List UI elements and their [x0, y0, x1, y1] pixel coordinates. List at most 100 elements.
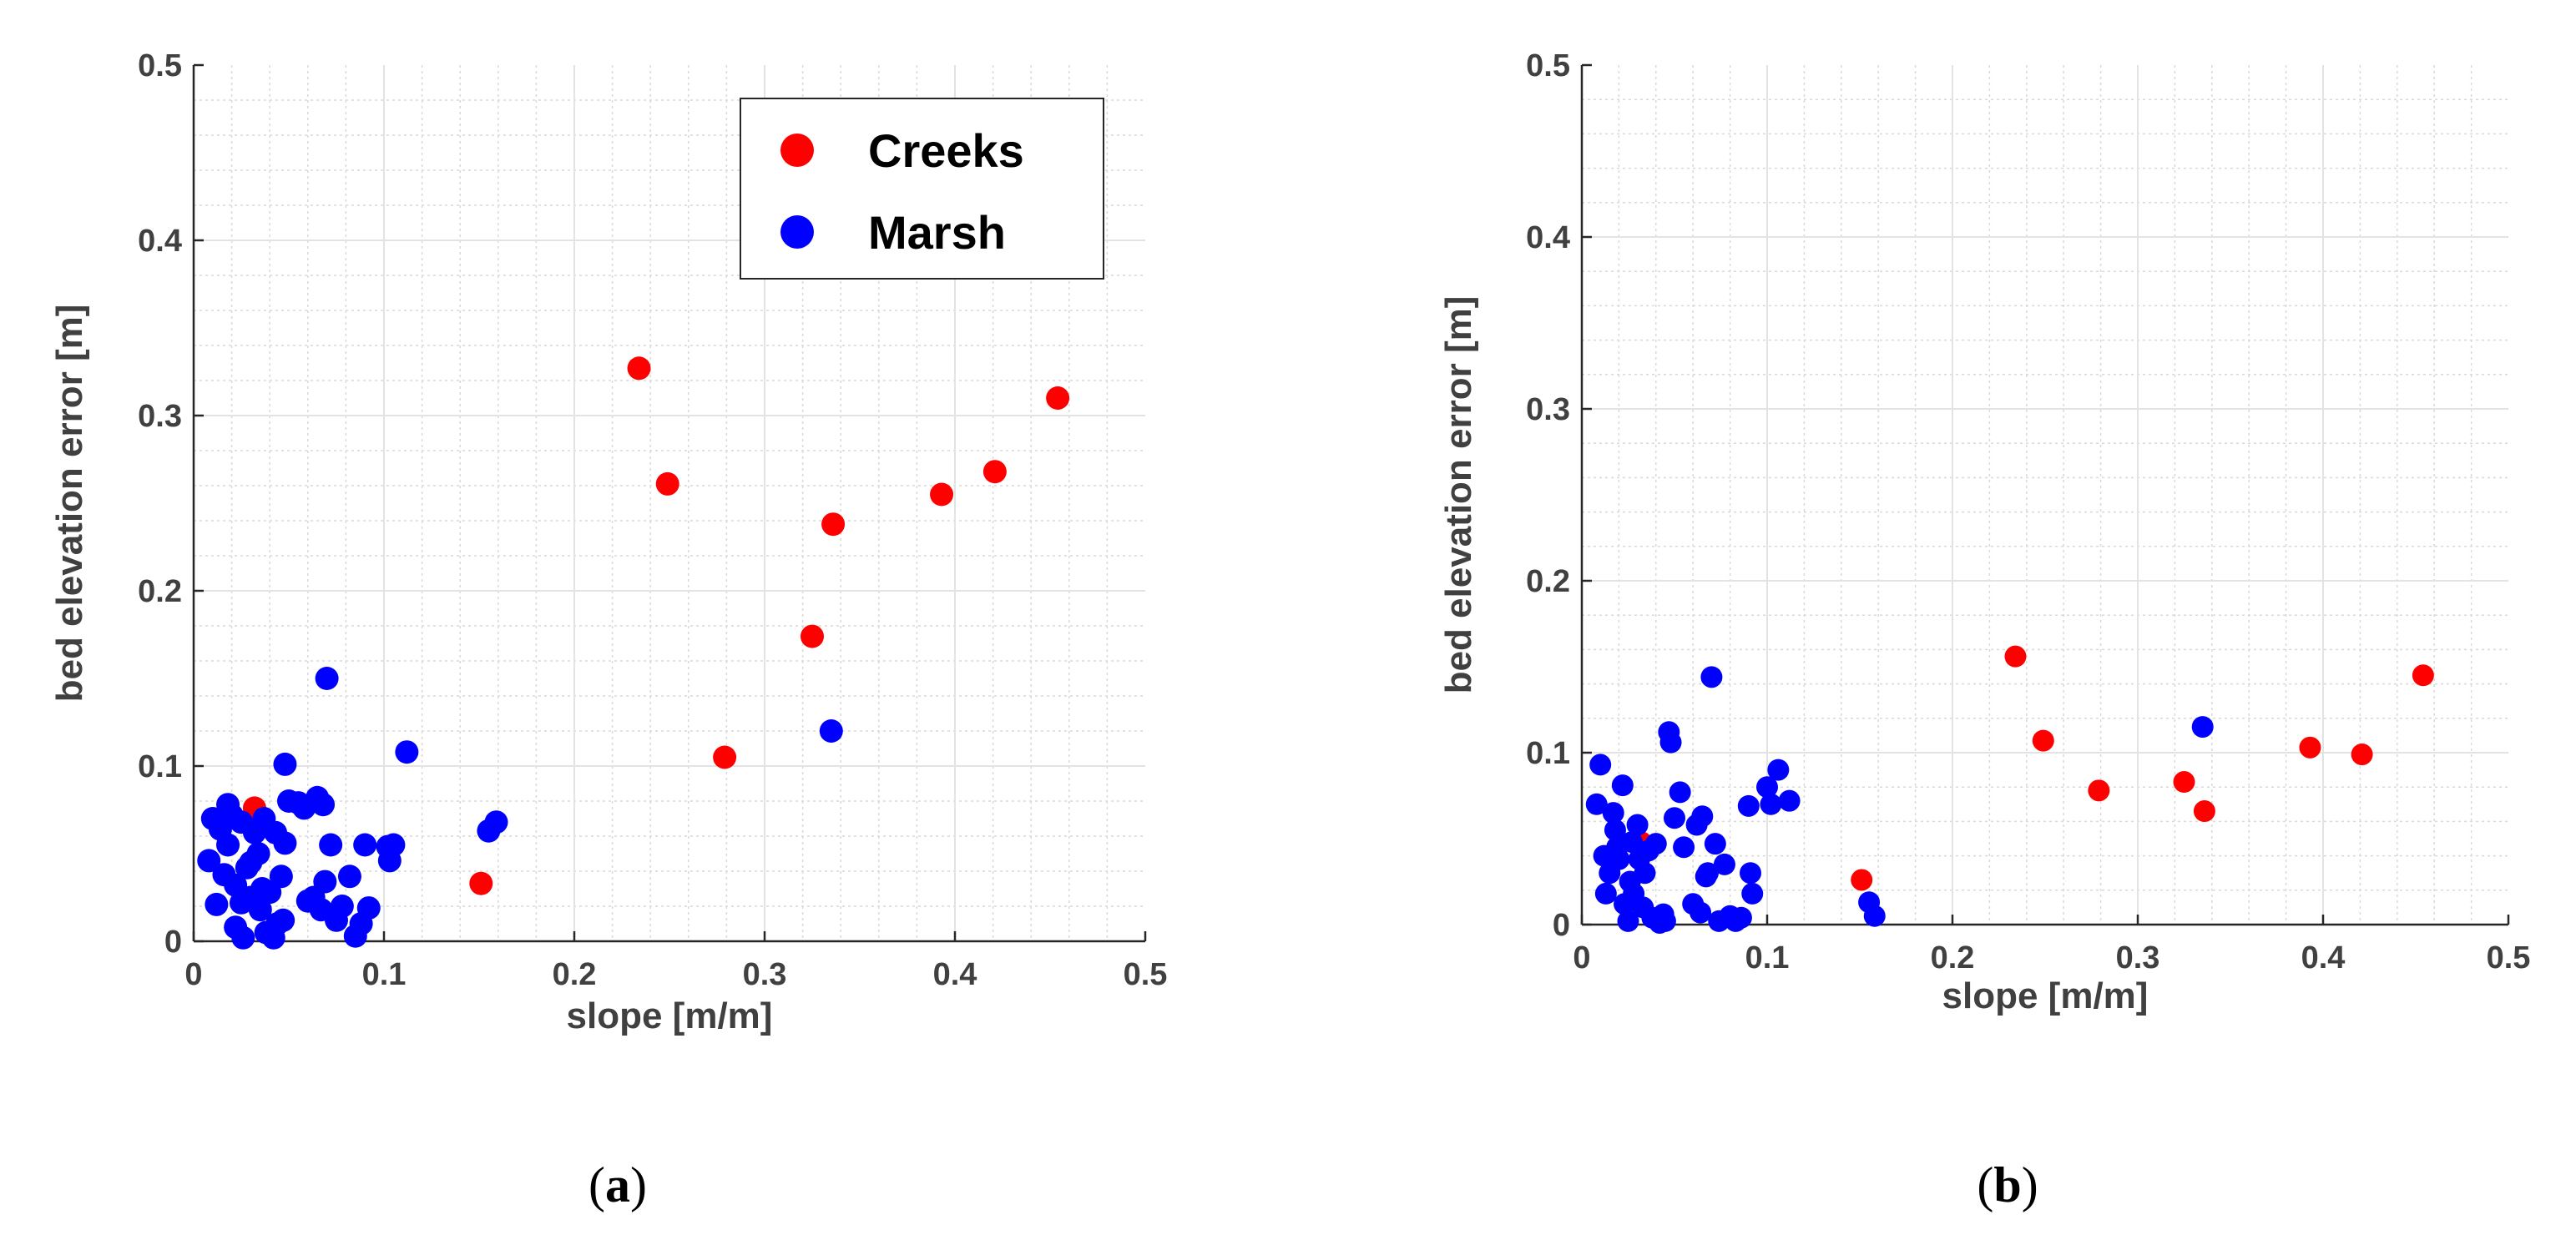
- point-marsh-b: [1756, 776, 1778, 799]
- points-a: [197, 356, 1070, 950]
- point-marsh-a: [216, 833, 240, 857]
- y-tick-label: 0.3: [138, 399, 182, 434]
- y-axis-title-b: bed elevation error [m]: [1438, 296, 1479, 694]
- point-marsh-b: [1664, 807, 1685, 829]
- point-marsh-b: [2191, 716, 2214, 738]
- point-marsh-b: [1690, 901, 1712, 924]
- legend-marker-creeks: [780, 134, 814, 167]
- point-creeks-b: [2412, 664, 2434, 687]
- point-marsh-b: [1602, 802, 1624, 824]
- x-tick-label: 0.2: [553, 957, 597, 992]
- x-tick-label: 0.5: [1124, 957, 1168, 992]
- point-marsh-b: [1620, 831, 1643, 854]
- panel-a: 0 0.1 0.2 0.3 0.4 0.5 0 0.1 0.2 0.3 0.4 0.5 slope …: [49, 48, 1167, 1212]
- point-creeks-a: [801, 624, 824, 648]
- point-marsh-b: [1626, 814, 1649, 836]
- y-tick-label: 0: [164, 925, 182, 960]
- y-tick-labels-b: 0 0.1 0.2 0.3 0.4 0.5: [1526, 48, 1570, 943]
- point-marsh-a: [271, 908, 295, 932]
- point-marsh-a: [484, 810, 508, 834]
- point-marsh-b: [1634, 862, 1656, 885]
- point-marsh-b: [1654, 910, 1676, 932]
- panel-b: 0 0.1 0.2 0.3 0.4 0.5 0 0.1 0.2 0.3 0.4 0.5 slope …: [1438, 48, 2530, 1212]
- caption-close-b: ): [2022, 1157, 2038, 1212]
- caption-open-a: (: [588, 1157, 605, 1212]
- point-marsh-a: [273, 752, 297, 776]
- point-marsh-a: [311, 793, 336, 817]
- point-marsh-b: [1604, 819, 1626, 841]
- point-marsh-b: [1691, 805, 1714, 828]
- point-marsh-b: [1589, 754, 1612, 776]
- point-marsh-a: [197, 849, 221, 873]
- point-marsh-a: [819, 719, 843, 743]
- point-marsh-a: [273, 831, 297, 855]
- point-marsh-b: [1863, 905, 1886, 927]
- point-marsh-a: [319, 833, 343, 857]
- y-tick-label: 0.5: [138, 48, 182, 83]
- point-marsh-a: [337, 864, 361, 889]
- y-tick-label: 0.2: [1526, 564, 1570, 599]
- point-marsh-a: [313, 870, 337, 894]
- y-tick-label: 0.2: [138, 574, 182, 609]
- point-creeks-b: [1851, 869, 1873, 891]
- legend-label-creeks: Creeks: [868, 124, 1024, 177]
- caption-a: (a): [588, 1157, 647, 1212]
- point-marsh-b: [1608, 848, 1630, 870]
- y-tick-label: 0.1: [138, 749, 182, 784]
- point-creeks-b: [2004, 645, 2027, 668]
- point-marsh-a: [205, 892, 229, 916]
- point-creeks-b: [2193, 800, 2215, 823]
- point-marsh-b: [1741, 882, 1764, 905]
- y-tick-label: 0.1: [1526, 736, 1570, 771]
- point-marsh-b: [1611, 774, 1634, 797]
- x-tick-label: 0.4: [2301, 940, 2346, 975]
- x-tick-label: 0.2: [1931, 940, 1975, 975]
- point-marsh-b: [1760, 793, 1782, 815]
- point-marsh-a: [315, 667, 339, 690]
- point-marsh-b: [1669, 781, 1691, 804]
- legend-box: [740, 98, 1104, 280]
- x-tick-label: 0: [184, 957, 202, 992]
- point-marsh-a: [353, 833, 377, 857]
- point-creeks-a: [1046, 386, 1070, 410]
- legend: Creeks Marsh: [740, 98, 1104, 280]
- point-marsh-b: [1737, 794, 1760, 817]
- caption-close-a: ): [630, 1157, 647, 1212]
- point-marsh-a: [381, 833, 406, 857]
- points-b: [1585, 645, 2434, 934]
- grid-a: [194, 65, 1145, 941]
- y-tick-label: 0.4: [138, 224, 182, 259]
- point-creeks-a: [930, 482, 954, 507]
- legend-label-marsh: Marsh: [868, 206, 1006, 259]
- point-creeks-a: [713, 745, 737, 769]
- x-axis-title-a: slope [m/m]: [567, 996, 773, 1036]
- point-marsh-a: [269, 864, 293, 889]
- point-creeks-b: [2088, 779, 2110, 802]
- point-marsh-b: [1700, 666, 1723, 688]
- point-marsh-b: [1713, 853, 1735, 875]
- point-creeks-b: [2173, 771, 2195, 794]
- legend-marker-marsh: [780, 215, 814, 249]
- point-marsh-b: [1778, 789, 1801, 812]
- caption-letter-b: b: [1993, 1157, 2021, 1212]
- point-marsh-b: [1704, 833, 1726, 855]
- point-marsh-a: [330, 895, 354, 918]
- x-tick-label: 0: [1573, 940, 1590, 975]
- x-tick-label: 0.1: [1745, 940, 1790, 975]
- point-marsh-a: [231, 925, 255, 950]
- point-marsh-a: [246, 842, 270, 865]
- y-tick-label: 0.3: [1526, 392, 1570, 427]
- point-marsh-b: [1673, 836, 1695, 859]
- point-marsh-b: [1585, 793, 1608, 815]
- y-tick-labels-a: 0 0.1 0.2 0.3 0.4 0.5: [138, 48, 182, 960]
- point-marsh-b: [1617, 910, 1639, 932]
- caption-open-b: (: [1977, 1157, 1993, 1212]
- y-tick-label: 0.5: [1526, 48, 1570, 83]
- x-tick-labels-b: 0 0.1 0.2 0.3 0.4 0.5: [1573, 940, 2530, 975]
- point-creeks-b: [2299, 736, 2321, 759]
- point-creeks-b: [2351, 744, 2373, 766]
- x-axis-title-b: slope [m/m]: [1942, 975, 2149, 1016]
- point-marsh-b: [1594, 882, 1617, 905]
- x-tick-label: 0.4: [933, 957, 977, 992]
